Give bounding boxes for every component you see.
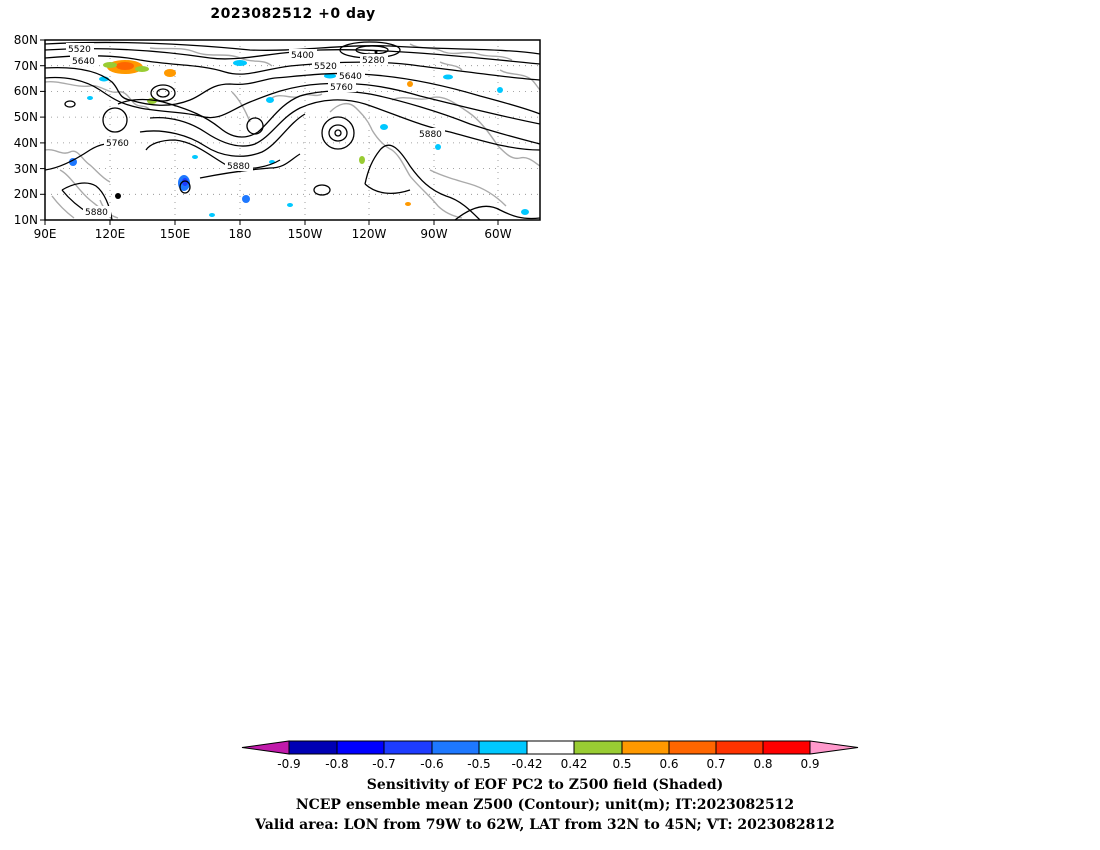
lat-label-60n: 60N <box>14 84 38 98</box>
contour-label-5760-east: 5760 <box>330 83 353 93</box>
colorbar-tick: 0.7 <box>706 757 725 771</box>
lon-label-60w: 60W <box>484 227 511 241</box>
colorbar-tick: 0.5 <box>612 757 631 771</box>
colorbar-tick: 0.6 <box>659 757 678 771</box>
colorbar-swatch <box>288 740 338 755</box>
caption-shading: Sensitivity of EOF PC2 to Z500 field (Sh… <box>366 777 724 793</box>
colorbar: -0.9 -0.8 -0.7 -0.6 -0.5 -0.42 0.42 0.5 … <box>241 740 859 771</box>
colorbar-swatch <box>573 740 623 755</box>
colorbar-swatch <box>478 740 528 755</box>
caption-valid-area: Valid area: LON from 79W to 62W, LAT fro… <box>255 817 835 833</box>
contour-label-5640-west: 5640 <box>72 57 95 67</box>
colorbar-tick: -0.7 <box>372 757 395 771</box>
longitude-labels: 90E 120E 150E 180 150W 120W 90W 60W <box>34 227 512 241</box>
colorbar-arrow-high <box>809 740 859 755</box>
grid-lines <box>45 40 540 220</box>
map-frame <box>44 39 541 221</box>
lat-label-80n: 80N <box>14 33 38 47</box>
colorbar-swatch <box>715 740 764 755</box>
map-panel: 5520 5640 5400 5280 5520 5640 5760 5880 … <box>14 33 541 241</box>
lat-label-40n: 40N <box>14 136 38 150</box>
colorbar-tick: -0.9 <box>277 757 300 771</box>
latitude-labels: 80N 70N 60N 50N 40N 30N 20N 10N <box>14 33 38 227</box>
colorbar-tick: -0.5 <box>467 757 490 771</box>
colorbar-tick: -0.6 <box>420 757 443 771</box>
contour-label-5520-east: 5520 <box>314 62 337 72</box>
lat-label-70n: 70N <box>14 59 38 73</box>
colorbar-tick: 0.42 <box>561 757 588 771</box>
colorbar-arrow-low <box>241 740 290 755</box>
colorbar-tick: 0.8 <box>753 757 772 771</box>
contour-label-5520-west: 5520 <box>68 45 91 55</box>
colorbar-swatch <box>621 740 670 755</box>
colorbar-swatch <box>336 740 385 755</box>
lon-label-180: 180 <box>229 227 252 241</box>
colorbar-tick: -0.8 <box>325 757 348 771</box>
contour-label-5640-east: 5640 <box>339 72 362 82</box>
sensitivity-shading <box>69 60 529 217</box>
colorbar-swatch <box>668 740 717 755</box>
lat-label-20n: 20N <box>14 187 38 201</box>
z500-contours <box>45 41 540 220</box>
contour-labels: 5520 5640 5400 5280 5520 5640 5760 5880 … <box>66 43 445 218</box>
caption-contour: NCEP ensemble mean Z500 (Contour); unit(… <box>295 797 795 813</box>
lat-label-30n: 30N <box>14 162 38 176</box>
lat-label-50n: 50N <box>14 110 38 124</box>
lon-label-90w: 90W <box>420 227 447 241</box>
colorbar-tick-labels: -0.9 -0.8 -0.7 -0.6 -0.5 -0.42 0.42 0.5 … <box>277 757 819 771</box>
colorbar-swatch <box>431 740 480 755</box>
colorbar-swatch <box>762 740 811 755</box>
colorbar-tick: 0.9 <box>800 757 819 771</box>
colorbar-swatch <box>383 740 433 755</box>
contour-label-5880-west: 5880 <box>85 208 108 218</box>
lon-label-120w: 120W <box>352 227 387 241</box>
contour-dots <box>115 50 378 199</box>
lon-label-90e: 90E <box>34 227 57 241</box>
contour-label-5400: 5400 <box>291 51 314 61</box>
lon-label-150e: 150E <box>160 227 191 241</box>
contour-label-5880-east: 5880 <box>419 130 442 140</box>
contour-label-5880-central: 5880 <box>227 162 250 172</box>
lat-label-10n: 10N <box>14 213 38 227</box>
lon-label-120e: 120E <box>95 227 126 241</box>
colorbar-swatch <box>526 740 575 755</box>
map-title: 2023082512 +0 day <box>210 6 376 22</box>
tick-marks <box>40 39 499 225</box>
colorbar-swatches <box>241 740 859 755</box>
colorbar-tick: -0.42 <box>511 757 542 771</box>
contour-label-5280: 5280 <box>362 56 385 66</box>
contour-label-5760-west: 5760 <box>106 139 129 149</box>
lon-label-150w: 150W <box>288 227 323 241</box>
